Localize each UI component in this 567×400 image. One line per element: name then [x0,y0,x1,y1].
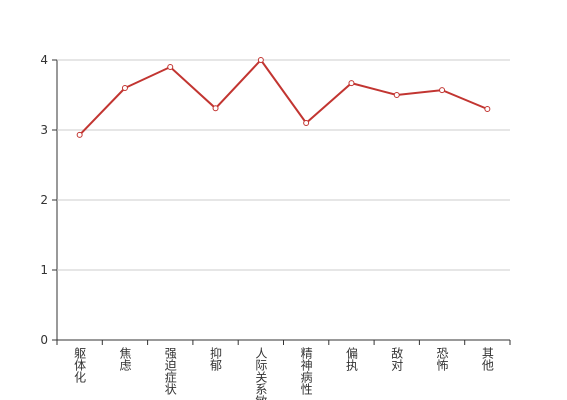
y-tick-label: 2 [40,193,48,207]
x-tick-label: 恐怖 [435,347,449,371]
x-tick-label: 人际关系敏感 [254,347,268,400]
y-tick-label: 4 [40,53,48,67]
x-tick-label: 偏执 [344,346,358,372]
point [167,64,174,70]
point [76,131,83,138]
point [393,92,400,98]
x-tick-label: 其他 [480,347,494,371]
y-tick-label: 1 [40,263,48,277]
x-tick-label: 抑郁 [209,346,223,372]
x-tick-label: 焦虑 [118,347,132,371]
point [257,57,264,63]
x-tick-label: 精神病性 [299,347,313,396]
y-tick-label: 0 [40,333,48,347]
point [439,87,446,94]
point [212,105,219,112]
point [484,106,491,112]
y-tick-label: 3 [40,123,48,137]
point [348,80,355,87]
point [121,85,128,91]
point [303,120,310,126]
line [78,58,488,136]
x-tick-label: 强迫症状 [163,347,177,395]
x-tick-label: 躯体化 [73,346,87,384]
x-tick-label: 敌对 [390,346,404,371]
